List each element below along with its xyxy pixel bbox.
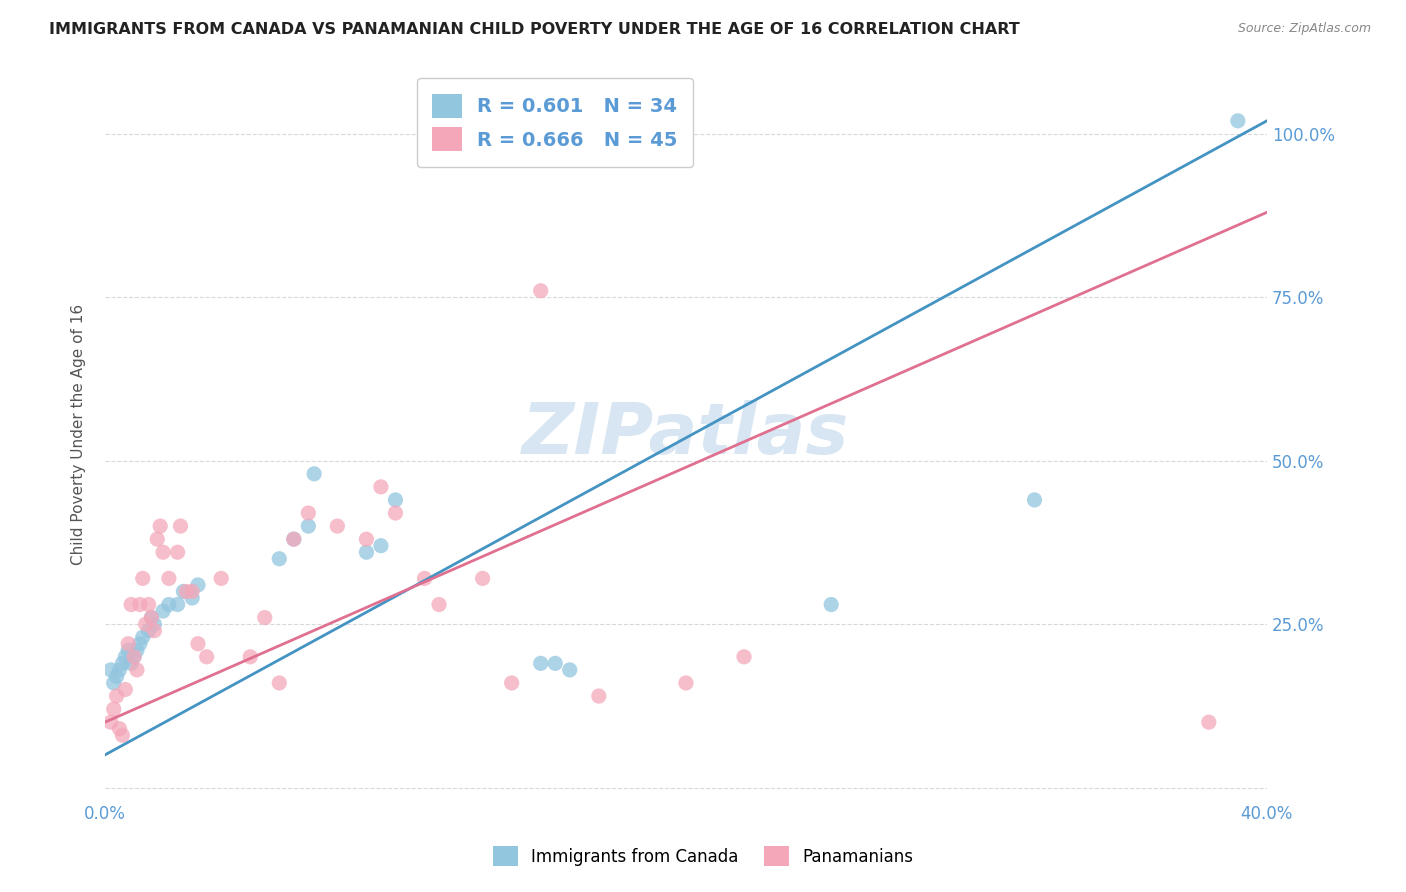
Point — [149, 519, 172, 533]
Point — [283, 532, 305, 546]
Point — [675, 676, 697, 690]
Point — [181, 591, 204, 605]
Point — [114, 682, 136, 697]
Point — [370, 480, 392, 494]
Legend: Immigrants from Canada, Panamanians: Immigrants from Canada, Panamanians — [485, 838, 921, 875]
Point — [195, 649, 218, 664]
Point — [326, 519, 349, 533]
Point — [117, 637, 139, 651]
Point — [733, 649, 755, 664]
Point — [384, 492, 406, 507]
Point — [209, 571, 232, 585]
Point — [297, 519, 319, 533]
Point — [111, 728, 134, 742]
Point — [181, 584, 204, 599]
Text: Source: ZipAtlas.com: Source: ZipAtlas.com — [1237, 22, 1371, 36]
Point — [143, 624, 166, 638]
Text: IMMIGRANTS FROM CANADA VS PANAMANIAN CHILD POVERTY UNDER THE AGE OF 16 CORRELATI: IMMIGRANTS FROM CANADA VS PANAMANIAN CHI… — [49, 22, 1019, 37]
Point — [103, 702, 125, 716]
Point — [122, 649, 145, 664]
Point — [108, 722, 131, 736]
Point — [176, 584, 198, 599]
Point — [558, 663, 581, 677]
Point — [138, 598, 160, 612]
Point — [132, 571, 155, 585]
Point — [152, 545, 174, 559]
Point — [132, 630, 155, 644]
Point — [157, 598, 180, 612]
Point — [169, 519, 191, 533]
Point — [269, 551, 291, 566]
Point — [143, 617, 166, 632]
Point — [187, 578, 209, 592]
Point — [384, 506, 406, 520]
Point — [544, 657, 567, 671]
Point — [146, 532, 169, 546]
Point — [302, 467, 325, 481]
Point — [269, 676, 291, 690]
Point — [471, 571, 494, 585]
Point — [820, 598, 842, 612]
Point — [588, 689, 610, 703]
Point — [370, 539, 392, 553]
Point — [356, 532, 378, 546]
Point — [187, 637, 209, 651]
Point — [356, 545, 378, 559]
Point — [103, 676, 125, 690]
Point — [105, 669, 128, 683]
Point — [125, 663, 148, 677]
Point — [530, 657, 553, 671]
Y-axis label: Child Poverty Under the Age of 16: Child Poverty Under the Age of 16 — [72, 304, 86, 566]
Point — [1024, 492, 1046, 507]
Point — [120, 598, 142, 612]
Point — [501, 676, 523, 690]
Point — [128, 598, 150, 612]
Point — [1226, 113, 1249, 128]
Point — [152, 604, 174, 618]
Point — [239, 649, 262, 664]
Point — [172, 584, 194, 599]
Point — [141, 610, 163, 624]
Point — [125, 643, 148, 657]
Point — [253, 610, 276, 624]
Point — [135, 617, 157, 632]
Point — [138, 624, 160, 638]
Point — [1198, 715, 1220, 730]
Point — [105, 689, 128, 703]
Legend: R = 0.601   N = 34, R = 0.666   N = 45: R = 0.601 N = 34, R = 0.666 N = 45 — [416, 78, 693, 167]
Point — [111, 657, 134, 671]
Text: ZIPatlas: ZIPatlas — [522, 401, 849, 469]
Point — [283, 532, 305, 546]
Point — [141, 610, 163, 624]
Point — [166, 598, 188, 612]
Point — [100, 715, 122, 730]
Point — [530, 284, 553, 298]
Point — [108, 663, 131, 677]
Point — [122, 649, 145, 664]
Point — [427, 598, 450, 612]
Point — [100, 663, 122, 677]
Point — [413, 571, 436, 585]
Point — [120, 657, 142, 671]
Point — [128, 637, 150, 651]
Point — [114, 649, 136, 664]
Point — [166, 545, 188, 559]
Point — [297, 506, 319, 520]
Point — [157, 571, 180, 585]
Point — [117, 643, 139, 657]
